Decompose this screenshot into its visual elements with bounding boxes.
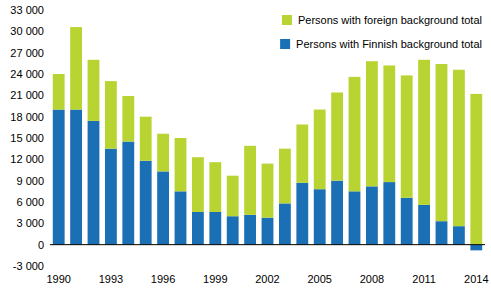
bar (122, 142, 134, 245)
x-tick-label: 2002 (255, 273, 279, 285)
y-tick-label: 9 000 (16, 175, 44, 187)
bar (401, 198, 413, 245)
bar (470, 245, 482, 251)
x-tick-label: 2011 (412, 273, 436, 285)
bar (349, 191, 361, 244)
bar (209, 212, 221, 245)
legend-label: Persons with Finnish background total (296, 38, 482, 50)
bar (262, 164, 274, 218)
bar (262, 218, 274, 245)
bar (140, 161, 152, 245)
bar (105, 81, 117, 149)
bar (436, 221, 448, 244)
bar (140, 117, 152, 161)
tick-mark (47, 52, 50, 53)
tick-mark (47, 180, 50, 181)
x-tick-label: 1999 (203, 273, 227, 285)
bar (157, 134, 169, 172)
bar (418, 60, 430, 205)
y-tick-label: 6 000 (16, 196, 44, 208)
bar (383, 182, 395, 245)
bar (383, 65, 395, 182)
bar (279, 203, 291, 244)
bar (244, 215, 256, 245)
bar (157, 171, 169, 244)
bar (401, 75, 413, 197)
y-tick-label: 18 000 (10, 111, 44, 123)
y-tick-label: 3 000 (16, 217, 44, 229)
tick-mark (47, 138, 50, 139)
bar (366, 61, 378, 186)
legend-label: Persons with foreign background total (298, 14, 482, 26)
bar (227, 176, 239, 217)
y-tick-label: 21 000 (10, 89, 44, 101)
y-tick-label: -3 000 (13, 260, 44, 272)
tick-mark (47, 95, 50, 96)
tick-mark (47, 159, 50, 160)
tick-mark (47, 244, 50, 245)
y-tick-label: 33 000 (10, 4, 44, 16)
tick-mark (47, 31, 50, 32)
bar (349, 77, 361, 191)
bar (331, 181, 343, 245)
tick-mark (47, 116, 50, 117)
bar (453, 226, 465, 244)
bar (192, 157, 204, 212)
bar (314, 189, 326, 244)
bar (105, 149, 117, 245)
y-tick-label: 24 000 (10, 68, 44, 80)
x-tick-label: 2005 (307, 273, 331, 285)
y-tick-label: 15 000 (10, 132, 44, 144)
bar (418, 205, 430, 245)
bar (175, 138, 187, 191)
bar (192, 212, 204, 245)
y-tick-label: 30 000 (10, 25, 44, 37)
tick-mark (47, 10, 50, 11)
bar (244, 146, 256, 215)
bar (122, 96, 134, 142)
chart: -3 000 0 3 000 6 000 9 000 12 000 15 000 18 000… (0, 0, 491, 302)
bar (209, 162, 221, 212)
x-tick-label: 1993 (99, 273, 123, 285)
bar (53, 74, 65, 110)
bar (436, 64, 448, 221)
x-tick-label: 1990 (46, 273, 70, 285)
bar (70, 110, 82, 245)
legend-swatch (280, 39, 290, 49)
bars (53, 27, 482, 250)
tick-mark (47, 202, 50, 203)
bar (70, 27, 82, 109)
bar (296, 183, 308, 245)
bar (470, 94, 482, 245)
tick-mark (47, 266, 50, 267)
bar (53, 110, 65, 245)
legend: Persons with foreign background total Per… (280, 14, 482, 50)
bar (279, 149, 291, 204)
x-tick-label: 2014 (464, 273, 488, 285)
legend-swatch (282, 15, 292, 25)
y-tick-label: 27 000 (10, 47, 44, 59)
tick-mark (47, 74, 50, 75)
bar (366, 186, 378, 244)
x-tick-label: 2008 (360, 273, 384, 285)
bar (453, 70, 465, 226)
x-tick-label: 1996 (151, 273, 175, 285)
bar (296, 124, 308, 182)
bar (88, 60, 100, 121)
bar (175, 191, 187, 244)
bar (314, 110, 326, 190)
y-tick-label: 12 000 (10, 153, 44, 165)
baseline (50, 244, 485, 245)
tick-mark (47, 223, 50, 224)
y-tick-label: 0 (38, 239, 44, 251)
bar (88, 121, 100, 245)
bar (331, 92, 343, 180)
bar (227, 216, 239, 244)
